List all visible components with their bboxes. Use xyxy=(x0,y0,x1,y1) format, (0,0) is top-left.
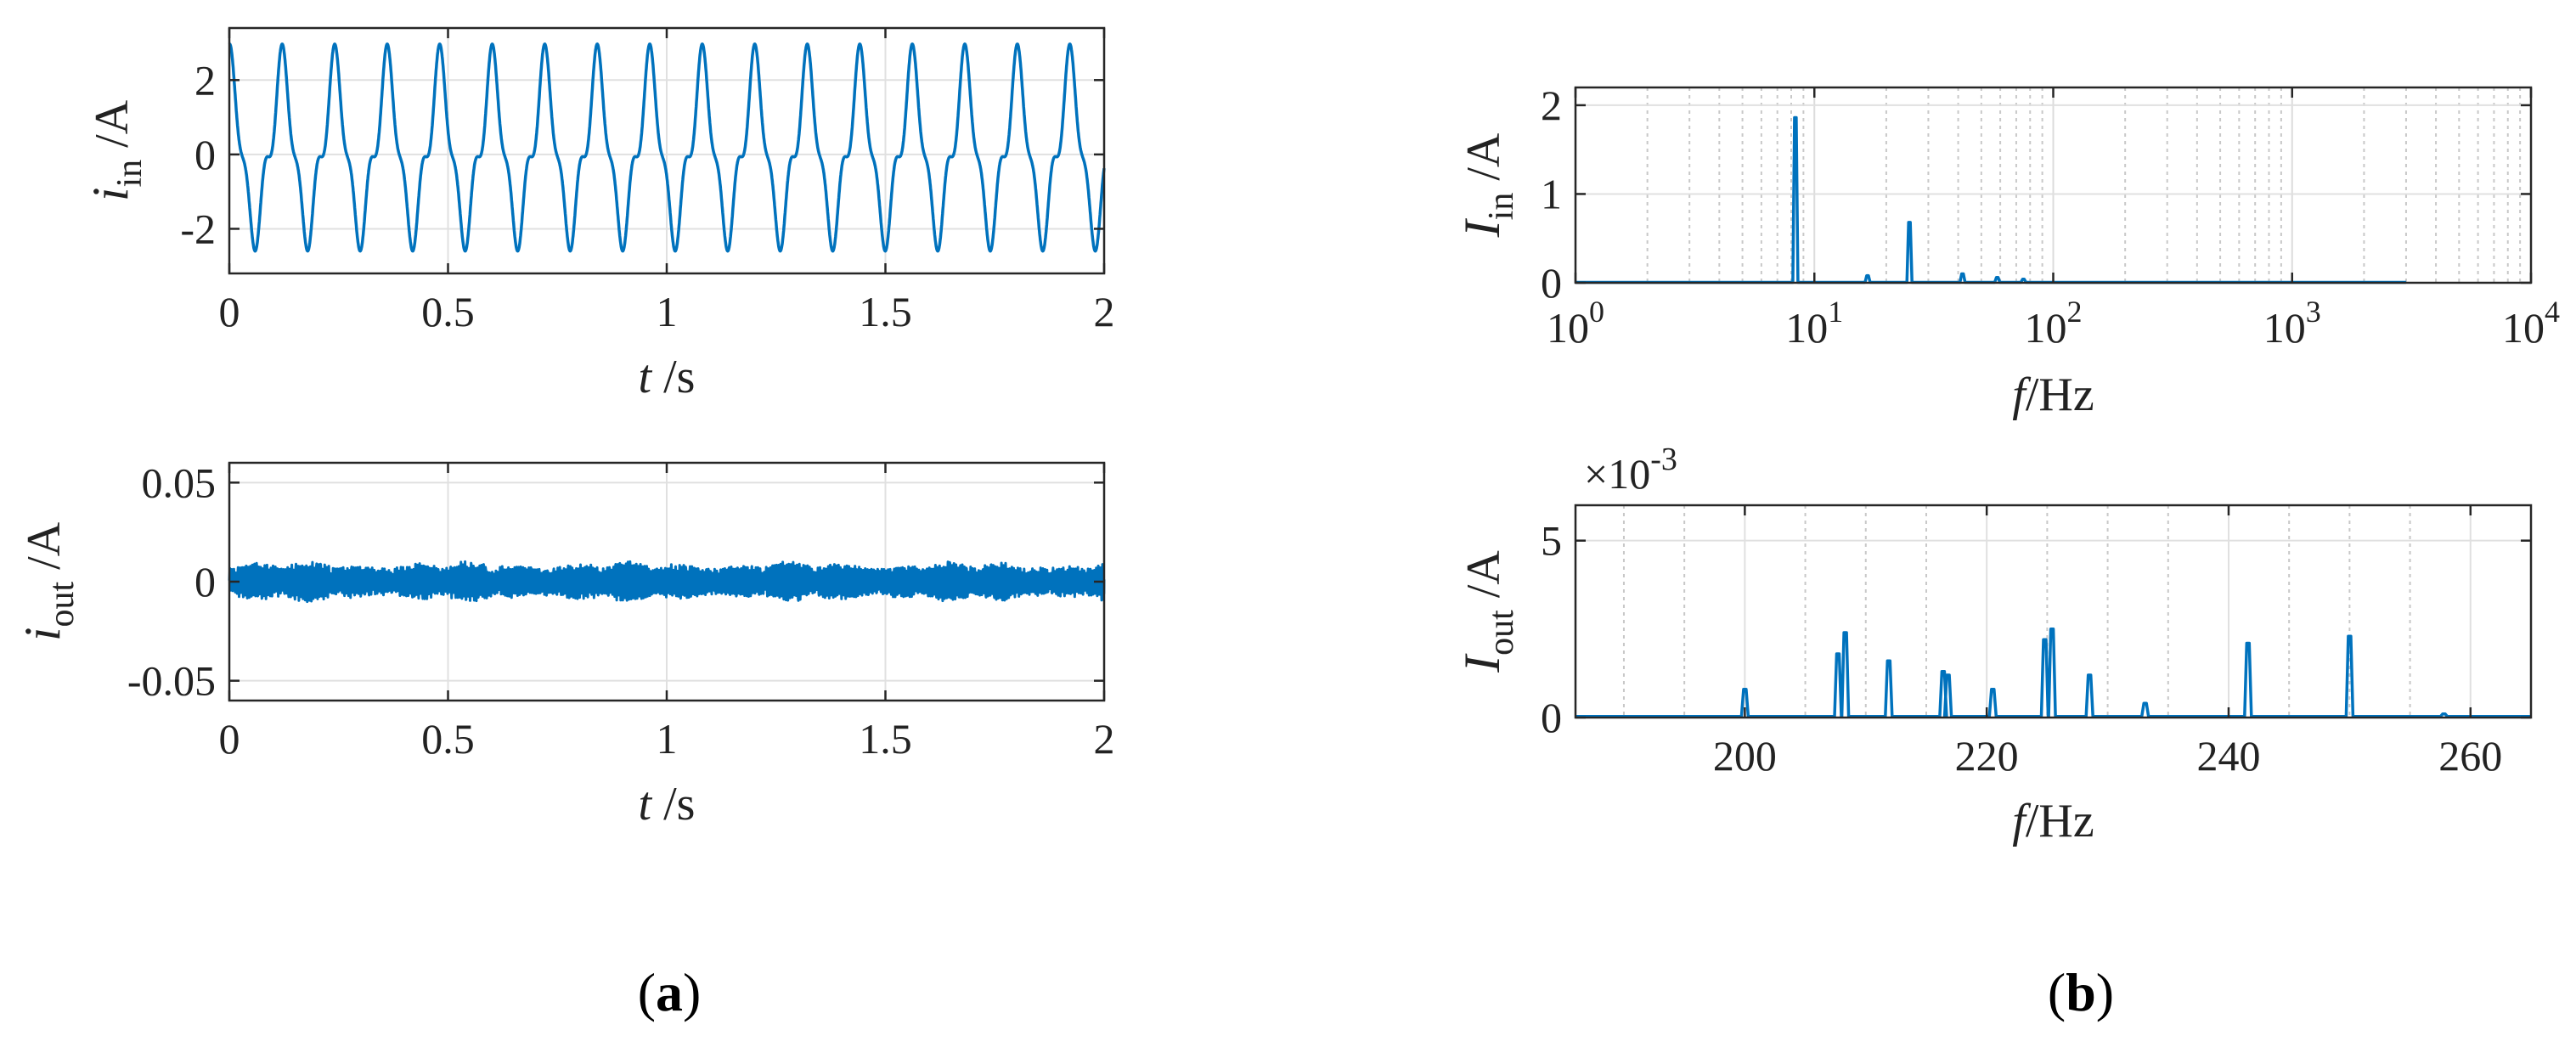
a-bottom-series-line xyxy=(228,560,1106,604)
b-bottom-xlabel: f/Hz xyxy=(2012,795,2094,847)
b-top-xtick-label: 100 xyxy=(1547,295,1604,352)
b-top-ytick-label: 2 xyxy=(1541,82,1562,129)
a-bottom-ytick-label: 0.05 xyxy=(142,459,217,506)
a-top-ylabel: iin /A xyxy=(82,99,149,201)
b-bottom-xtick-label: 240 xyxy=(2196,732,2260,780)
a-bottom-xtick-label: 0 xyxy=(219,715,240,763)
b-top-xlabel: f/Hz xyxy=(2012,369,2094,421)
b-top-xtick-label: 102 xyxy=(2025,295,2083,352)
b-bottom-xtick-label: 260 xyxy=(2438,732,2502,780)
b-bottom-frame xyxy=(1574,504,2533,719)
chart-output-current-spectrum: 200 220 240 260 0 5 f/Hz Iout /A ×10-3 xyxy=(1454,442,2533,847)
a-top-xtick-label: 0 xyxy=(219,288,240,335)
a-bottom-xtick-label: 0.5 xyxy=(421,715,475,763)
b-bottom-xtick-label: 220 xyxy=(1955,732,2019,780)
b-bottom-ytick-label: 0 xyxy=(1541,694,1562,741)
a-top-ytick-label: 2 xyxy=(194,56,216,104)
a-top-xlabel: t /s xyxy=(639,351,696,403)
b-bottom-exponent-label: ×10-3 xyxy=(1584,442,1677,498)
a-top-ytick-label: -2 xyxy=(180,205,216,252)
b-top-ytick-label: 1 xyxy=(1541,170,1562,217)
chart-input-current-spectrum: 100 101 102 103 104 0 1 2 f/Hz Iin /A xyxy=(1454,82,2560,421)
a-bottom-xlabel: t /s xyxy=(639,778,696,830)
a-bottom-ylabel: iout /A xyxy=(14,521,82,641)
a-bottom-ytick-label: 0 xyxy=(194,558,216,605)
a-top-ytick-label: 0 xyxy=(194,131,216,178)
panel-label-b: (b) xyxy=(2048,962,2114,1022)
a-bottom-xtick-label: 1.5 xyxy=(859,715,912,763)
a-top-xtick-label: 1 xyxy=(657,288,678,335)
a-top-series-line xyxy=(228,42,1106,253)
b-top-ytick-label: 0 xyxy=(1541,259,1562,307)
b-top-ylabel: Iin /A xyxy=(1454,132,1521,238)
b-top-xtick-label: 101 xyxy=(1785,295,1843,352)
a-bottom-xtick-label: 1 xyxy=(657,715,678,763)
b-bottom-xtick-label: 200 xyxy=(1713,732,1777,780)
a-top-xtick-label: 0.5 xyxy=(421,288,475,335)
b-bottom-ytick-label: 5 xyxy=(1541,517,1562,565)
a-top-xtick-label: 1.5 xyxy=(859,288,912,335)
b-top-xtick-label: 104 xyxy=(2502,295,2560,352)
panel-label-a: (a) xyxy=(638,962,702,1022)
a-bottom-ytick-label: -0.05 xyxy=(127,657,216,705)
b-top-xtick-label: 103 xyxy=(2263,295,2321,352)
a-top-xtick-label: 2 xyxy=(1094,288,1115,335)
b-bottom-ylabel: Iout /A xyxy=(1454,550,1521,673)
a-bottom-xtick-label: 2 xyxy=(1094,715,1115,763)
